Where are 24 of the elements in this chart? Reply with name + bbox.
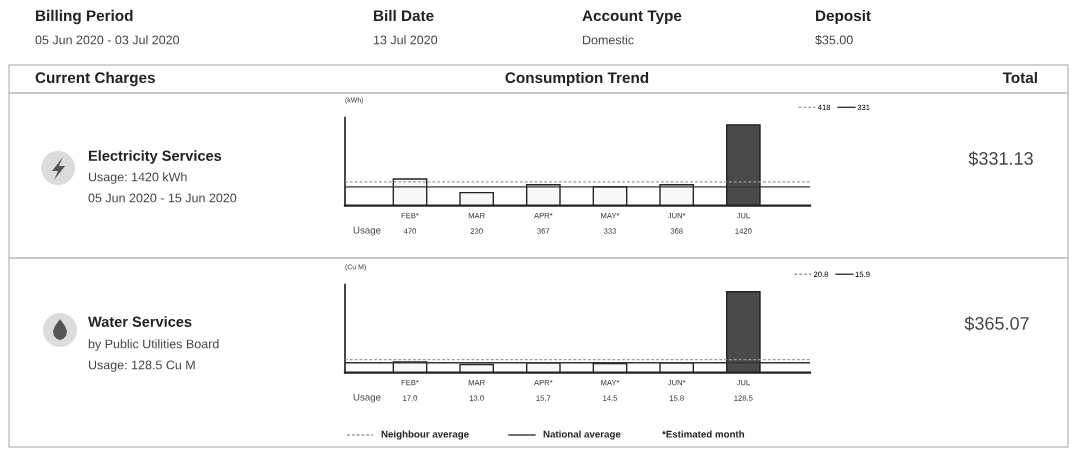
text: Electricity Services [88,150,222,164]
text: Billing Period [36,9,133,25]
text: 05 Jun 2020 - 15 Jun 2020 [88,193,237,203]
text: $365.07 [964,316,1029,331]
text: Usage [353,226,381,236]
text: Usage: 128.5 Cu M [88,360,195,372]
text: Total [1002,71,1037,84]
text: Bill Date [374,9,434,22]
text: by Public Utilities Board [88,339,219,351]
text: $35.00 [815,34,853,46]
text: National average [543,430,621,440]
text: 13 Jul 2020 [373,35,438,45]
text: Water Services [88,316,192,327]
text: $331.13 [968,151,1033,166]
text: Neighbour average [381,430,469,440]
text: 05 Jun 2020 - 03 Jul 2020 [35,35,180,45]
text: Consumption Trend [505,71,649,87]
text: Current Charges [35,71,155,87]
text: Account Type [582,10,682,25]
text: Usage [353,393,381,403]
text: Usage: 1420 kWh [88,172,187,184]
text: Deposit [816,9,871,25]
text: Domestic [583,35,634,45]
text: *Estimated month [662,430,745,438]
